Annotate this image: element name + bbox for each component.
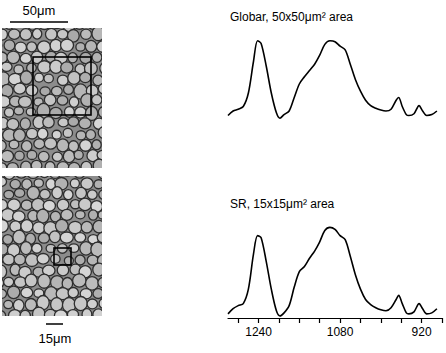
svg-text:15μm: 15μm [39,331,72,346]
svg-text:SR, 15x15μm² area: SR, 15x15μm² area [230,197,335,211]
svg-text:1240: 1240 [245,325,272,339]
svg-text:50μm: 50μm [23,3,56,18]
svg-text:Globar, 50x50μm² area: Globar, 50x50μm² area [230,10,353,24]
svg-text:1080: 1080 [327,325,354,339]
svg-text:920: 920 [412,325,432,339]
